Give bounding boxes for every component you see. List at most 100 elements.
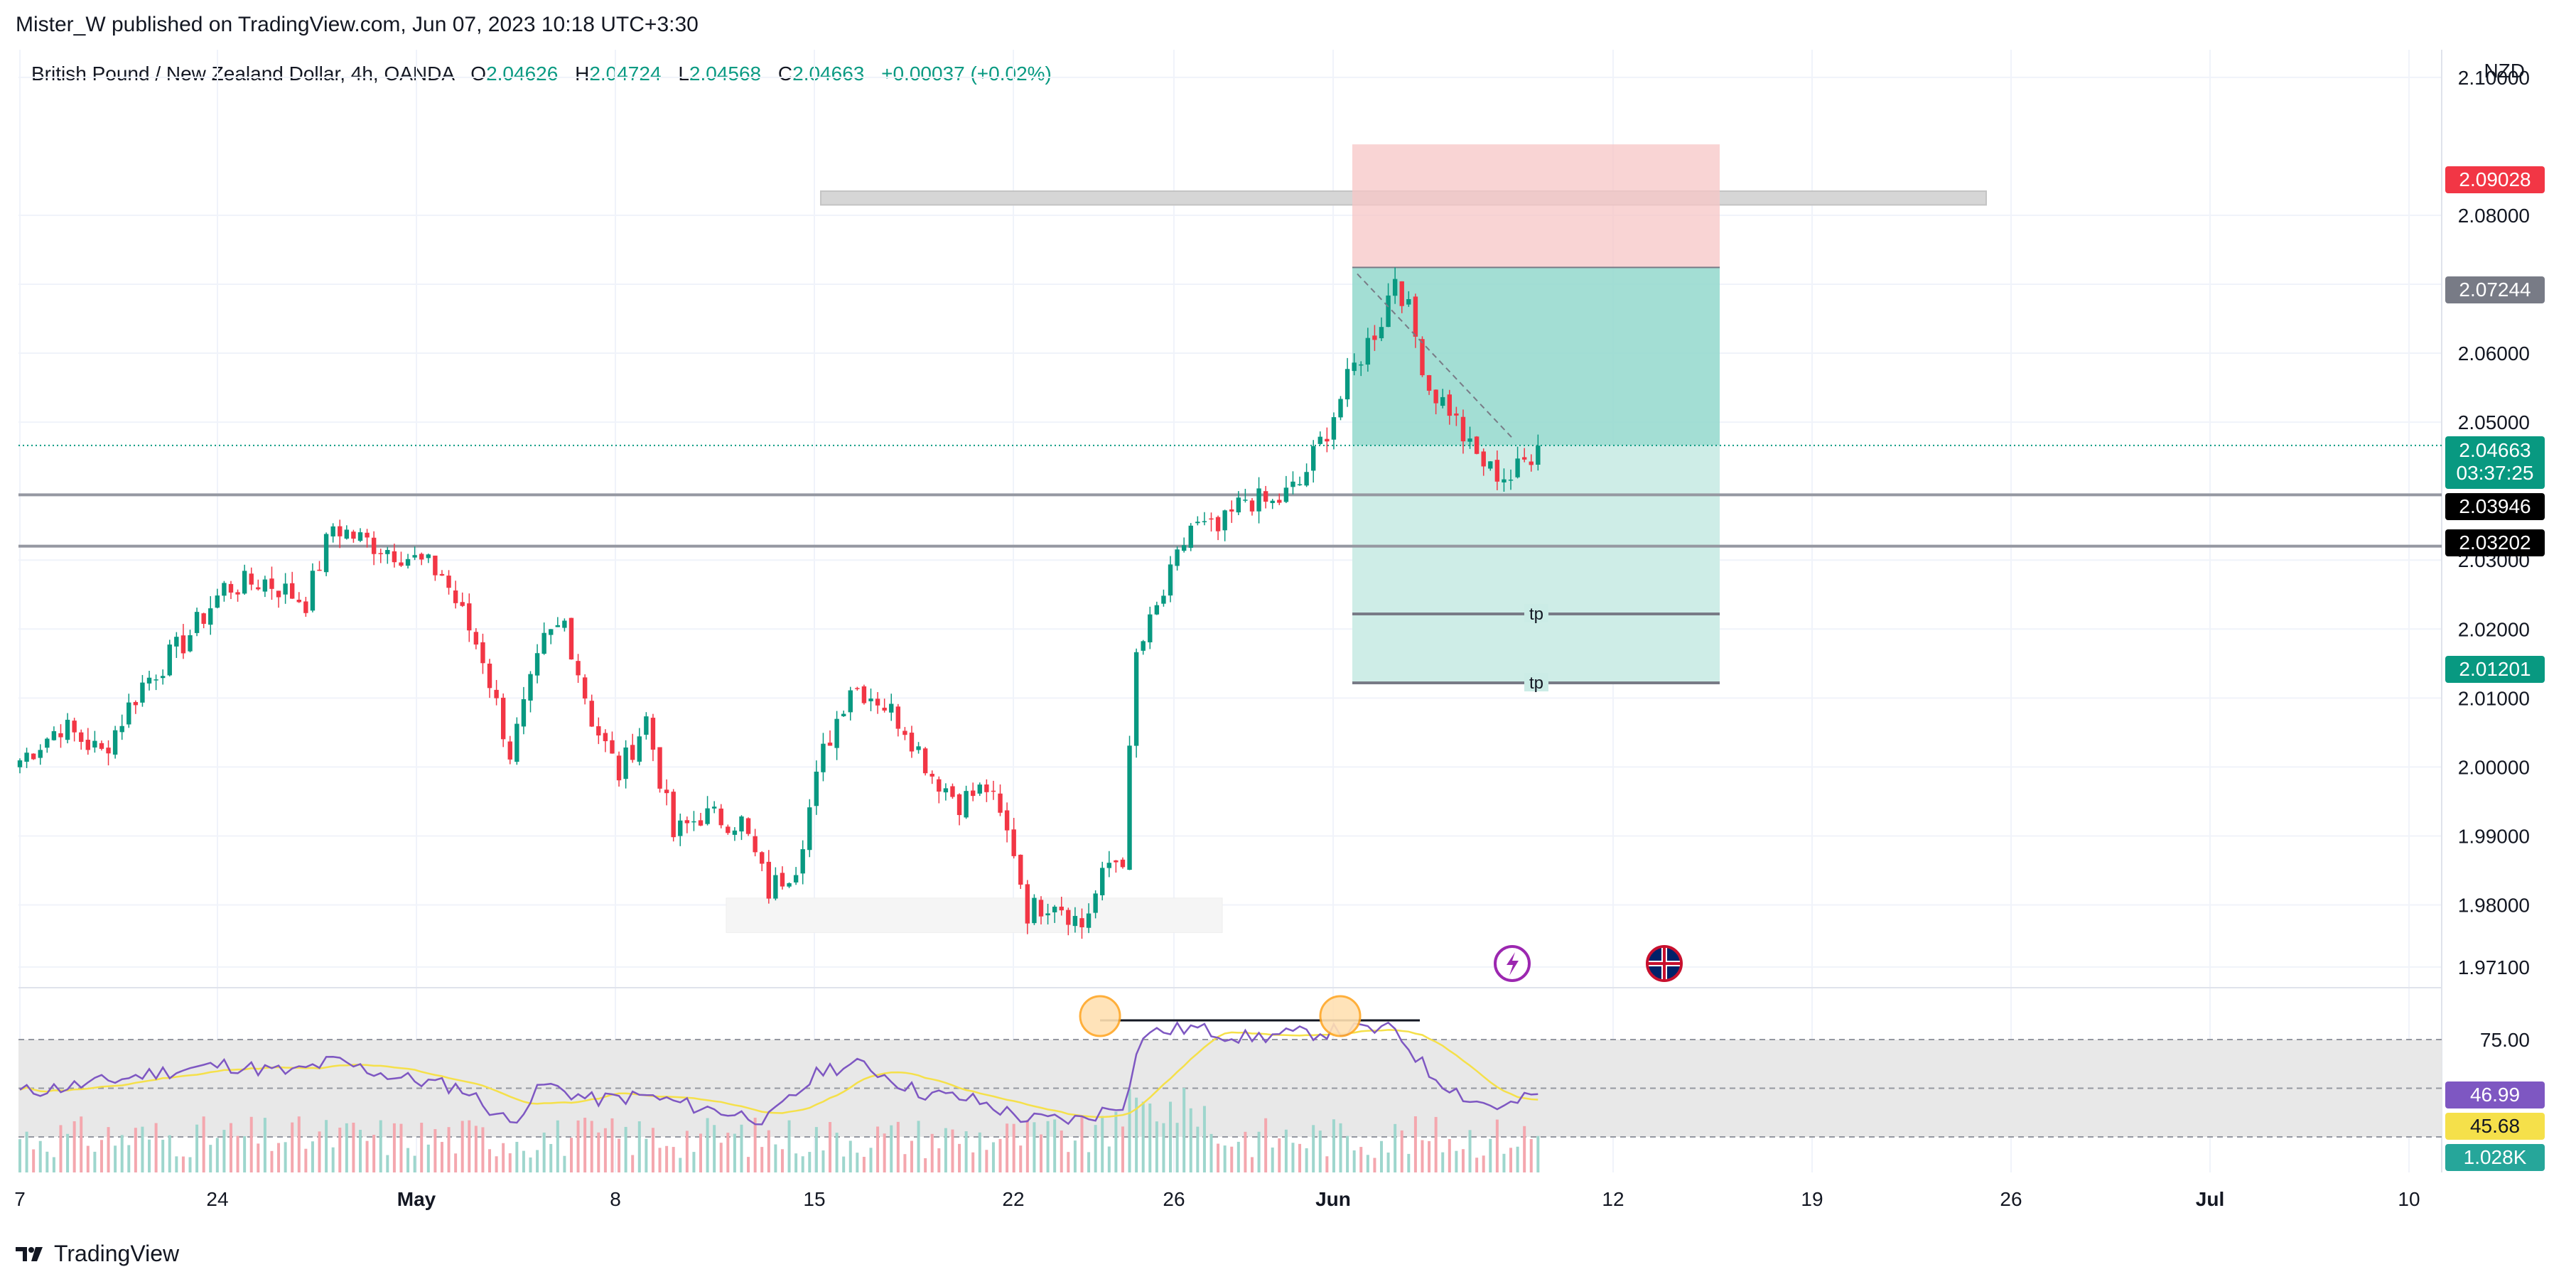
volume-bar bbox=[896, 1121, 900, 1172]
volume-bar bbox=[365, 1140, 369, 1172]
volume-bar bbox=[883, 1133, 886, 1172]
candle bbox=[1359, 364, 1364, 366]
volume-bar bbox=[474, 1126, 478, 1172]
candle bbox=[1529, 461, 1534, 465]
candle bbox=[262, 579, 268, 592]
volume-bar bbox=[1468, 1130, 1472, 1172]
volume-bar bbox=[569, 1138, 573, 1172]
candle bbox=[841, 713, 846, 716]
candle bbox=[705, 808, 710, 824]
candle bbox=[1093, 893, 1098, 913]
candle bbox=[338, 526, 343, 536]
candle bbox=[1290, 481, 1295, 487]
candle bbox=[1297, 484, 1303, 485]
volume-bar bbox=[706, 1118, 709, 1172]
candle bbox=[541, 632, 546, 654]
candle bbox=[1502, 479, 1507, 482]
candle bbox=[1106, 863, 1111, 868]
volume-bar bbox=[1033, 1122, 1036, 1172]
volume-bar bbox=[59, 1125, 63, 1172]
candle bbox=[657, 747, 662, 789]
volume-bar bbox=[760, 1147, 764, 1172]
volume-bar bbox=[971, 1152, 975, 1172]
volume-bar bbox=[549, 1143, 553, 1172]
time-axis-label: 15 bbox=[803, 1188, 825, 1210]
volume-bar bbox=[1230, 1146, 1234, 1172]
volume-bar bbox=[610, 1118, 614, 1172]
support2-price-tag: 2.03202 bbox=[2445, 529, 2545, 556]
current-price-tag: 2.04663 03:37:25 bbox=[2445, 436, 2545, 489]
volume-bar bbox=[1475, 1158, 1479, 1172]
rsi-axis-label: 75.00 bbox=[2480, 1029, 2530, 1051]
volume-bar bbox=[944, 1128, 947, 1172]
volume-bar bbox=[1312, 1125, 1315, 1172]
volume-bar bbox=[481, 1127, 485, 1172]
volume-bar bbox=[597, 1132, 600, 1172]
volume-bar bbox=[1448, 1139, 1451, 1172]
candle bbox=[1325, 438, 1330, 442]
candle bbox=[1195, 522, 1200, 524]
rsi-ma-value-tag: 45.68 bbox=[2445, 1113, 2545, 1140]
volume-bar bbox=[1019, 1145, 1023, 1172]
volume-bar bbox=[862, 1157, 866, 1172]
volume-bar bbox=[1455, 1150, 1458, 1172]
volume-bar bbox=[488, 1149, 492, 1172]
candle bbox=[1413, 296, 1418, 337]
volume-bar bbox=[229, 1123, 232, 1172]
low-label: L bbox=[678, 63, 689, 85]
volume-bar bbox=[460, 1121, 464, 1172]
candle bbox=[1454, 413, 1459, 416]
candle bbox=[630, 745, 635, 760]
candle bbox=[310, 571, 316, 611]
candle bbox=[937, 779, 942, 792]
volume-bar bbox=[338, 1127, 342, 1172]
candle bbox=[596, 726, 601, 736]
volume-bar bbox=[692, 1152, 696, 1172]
candle bbox=[678, 820, 683, 836]
time-axis-label: 19 bbox=[1801, 1188, 1823, 1210]
volume-bar bbox=[1107, 1146, 1111, 1172]
time-axis-label: 22 bbox=[1002, 1188, 1024, 1210]
volume-bar bbox=[719, 1143, 723, 1172]
candle bbox=[1249, 500, 1255, 512]
candle bbox=[392, 551, 397, 563]
symbol-title[interactable]: British Pound / New Zealand Dollar, 4h, … bbox=[31, 63, 454, 85]
volume-bar bbox=[32, 1149, 36, 1172]
entry-price-tag: 2.07244 bbox=[2445, 276, 2545, 303]
volume-bar bbox=[780, 1149, 784, 1172]
candle bbox=[998, 793, 1003, 813]
volume-bar bbox=[318, 1131, 321, 1172]
volume-bar bbox=[352, 1122, 355, 1172]
close-value: 2.04663 bbox=[792, 63, 865, 85]
candle bbox=[1536, 446, 1541, 465]
volume-bar bbox=[679, 1158, 682, 1172]
volume-bar bbox=[406, 1148, 410, 1172]
candle bbox=[188, 635, 193, 652]
target-zone-reached bbox=[1352, 267, 1720, 446]
volume-bar bbox=[665, 1145, 669, 1172]
open-value: 2.04626 bbox=[486, 63, 559, 85]
price-axis-label: 1.99000 bbox=[2458, 825, 2530, 847]
candle bbox=[895, 706, 901, 729]
volume-bar bbox=[1196, 1126, 1200, 1172]
tradingview-footer[interactable]: TradingView bbox=[16, 1241, 179, 1267]
volume-bar bbox=[1380, 1140, 1383, 1172]
volume-bar bbox=[991, 1142, 995, 1172]
candle bbox=[92, 740, 97, 748]
candle bbox=[365, 532, 370, 538]
candle bbox=[126, 702, 131, 725]
candle bbox=[1311, 446, 1316, 471]
volume-bar bbox=[536, 1150, 539, 1172]
candle bbox=[1420, 339, 1425, 376]
volume-bar bbox=[631, 1155, 635, 1172]
candle bbox=[821, 743, 826, 772]
candle bbox=[549, 629, 554, 635]
candle bbox=[72, 721, 77, 733]
volume-bar bbox=[107, 1127, 110, 1172]
candle bbox=[868, 698, 873, 701]
candle bbox=[1229, 509, 1234, 512]
candle bbox=[473, 632, 479, 645]
volume-bar bbox=[1162, 1123, 1165, 1172]
candle bbox=[1460, 416, 1466, 442]
